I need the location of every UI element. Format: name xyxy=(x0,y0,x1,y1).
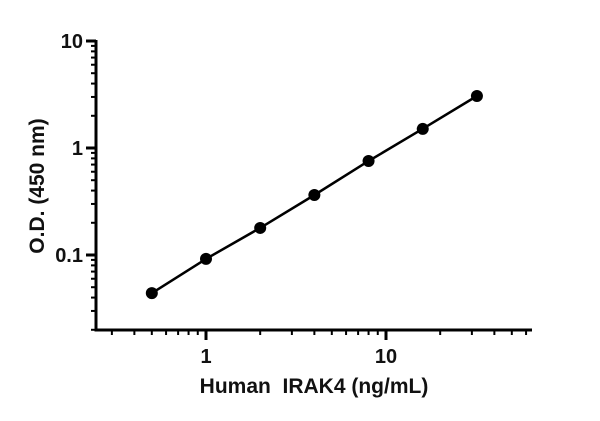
data-point xyxy=(362,154,375,167)
data-point xyxy=(200,252,212,265)
x-axis-title: Human IRAK4 (ng/mL) xyxy=(200,375,429,398)
x-axis-major-ticks: 1 10 xyxy=(200,330,397,368)
data-point xyxy=(308,188,321,201)
data-point xyxy=(470,90,483,103)
x-tick-label: 1 xyxy=(200,346,211,368)
data-points xyxy=(145,90,483,300)
y-tick-label: 10 xyxy=(61,31,83,53)
data-point xyxy=(145,287,158,300)
y-tick-label: 1 xyxy=(72,138,83,160)
y-axis-title: O.D. (450 nm) xyxy=(26,118,49,253)
data-point xyxy=(254,221,267,234)
y-tick-label: 0.1 xyxy=(55,245,83,267)
y-axis-major-ticks: 0.1 1 10 xyxy=(55,31,96,267)
x-tick-label: 10 xyxy=(375,346,397,368)
data-point xyxy=(416,122,429,135)
